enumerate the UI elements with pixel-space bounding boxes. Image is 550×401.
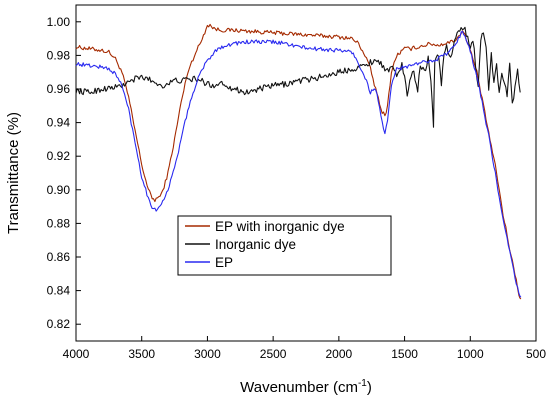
y-axis-title: Transmittance (%) — [5, 112, 22, 234]
y-tick-label: 0.92 — [47, 149, 71, 163]
y-tick-label: 0.94 — [47, 116, 71, 130]
series-line-inorganic-dye — [75, 26, 521, 128]
x-axis-title: Wavenumber (cm-1) — [240, 378, 372, 396]
x-tick-label: 3500 — [128, 347, 155, 361]
x-tick-label: 2500 — [260, 347, 287, 361]
y-tick-label: 0.96 — [47, 82, 71, 96]
legend: EP with inorganic dye Inorganic dye EP — [177, 215, 392, 276]
x-tick-label: 4000 — [63, 347, 90, 361]
x-tick-label: 1500 — [391, 347, 418, 361]
series-line-ep — [75, 30, 522, 298]
y-tick-label: 0.98 — [47, 48, 71, 62]
x-tick-label: 1000 — [457, 347, 484, 361]
x-tick-label: 2000 — [326, 347, 353, 361]
y-tick-label: 0.84 — [47, 284, 71, 298]
legend-label-inorganic-dye: Inorganic dye — [215, 237, 296, 252]
y-tick-label: 0.82 — [47, 317, 71, 331]
y-tick-label: 0.88 — [47, 216, 71, 230]
y-tick-label: 0.86 — [47, 250, 71, 264]
y-tick-label: 0.90 — [47, 183, 71, 197]
legend-label-ep: EP — [215, 255, 233, 270]
series-group — [75, 23, 522, 300]
axes-group: 4000 3500 3000 2500 2000 1500 1000 500 0.82 0.84 0… — [47, 15, 547, 361]
legend-label-ep-with-inorganic-dye: EP with inorganic dye — [215, 219, 345, 234]
legend-box — [177, 215, 392, 276]
series-line-ep-with-inorganic-dye — [75, 23, 522, 300]
plot-area-frame — [75, 4, 537, 342]
x-tick-label: 500 — [526, 347, 546, 361]
y-tick-label: 1.00 — [47, 15, 71, 29]
x-tick-label: 3000 — [194, 347, 221, 361]
